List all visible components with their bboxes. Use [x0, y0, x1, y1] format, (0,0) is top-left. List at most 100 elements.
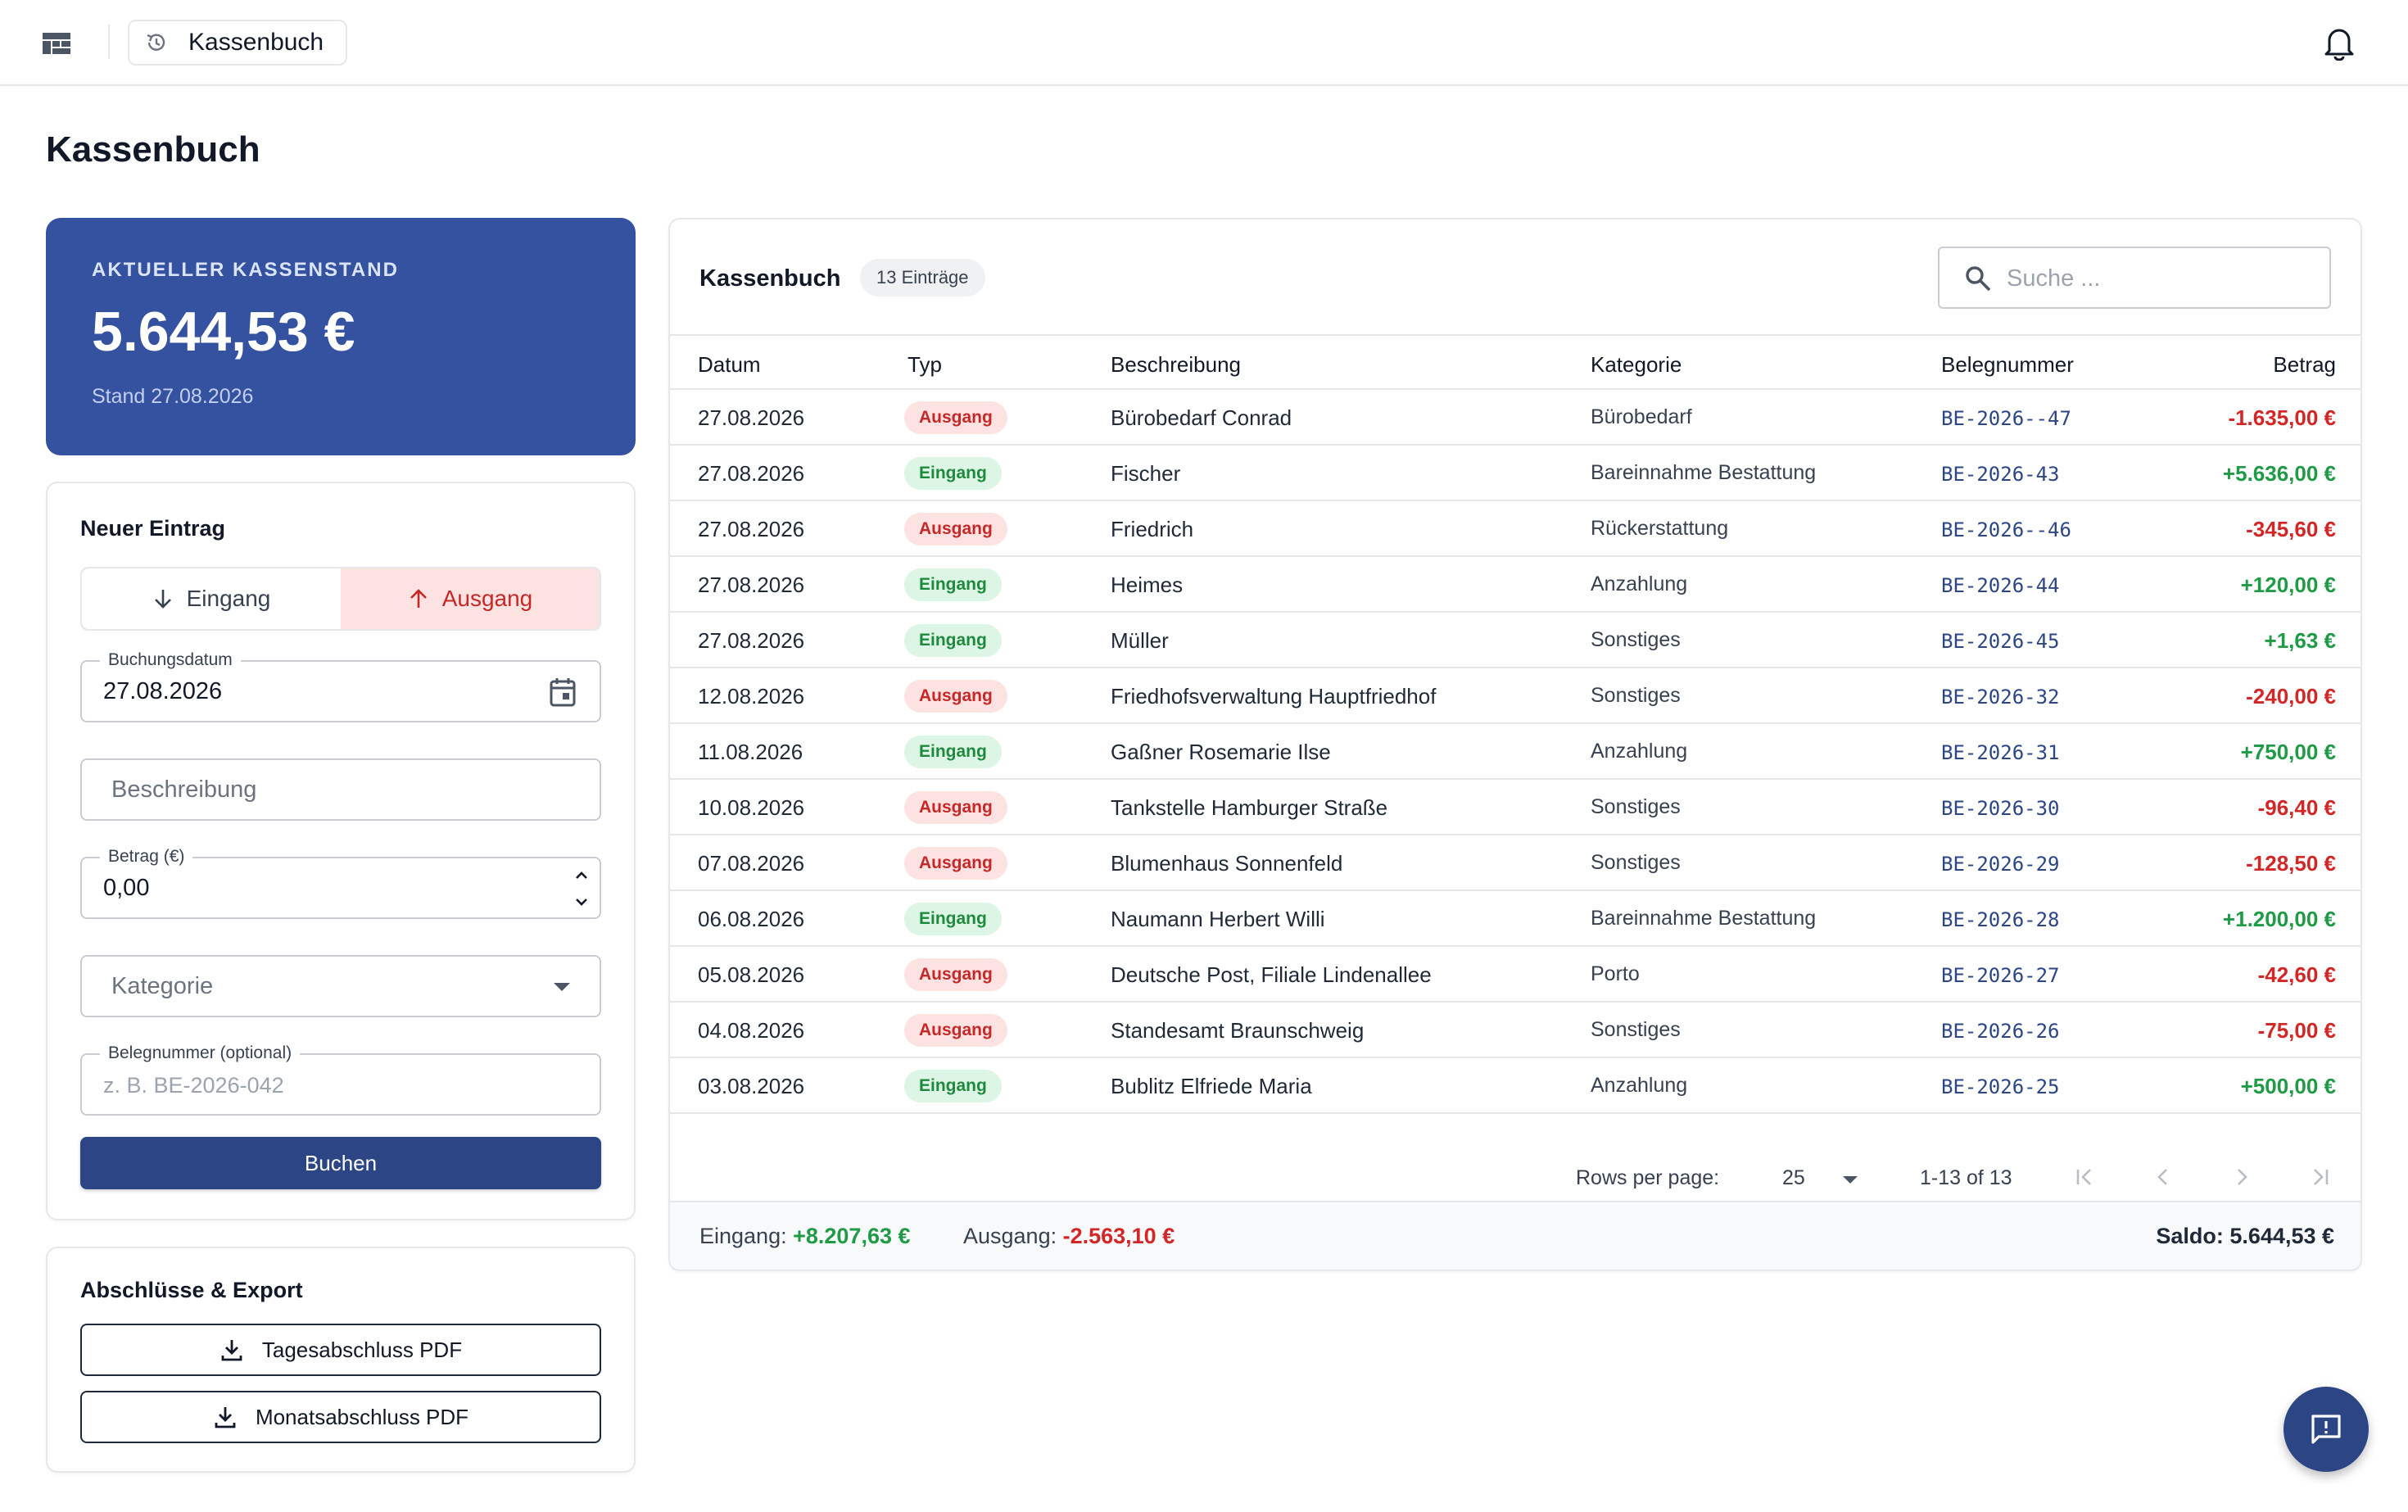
- column-header-beschreibung[interactable]: Beschreibung: [1111, 352, 1241, 377]
- notification-bell-icon[interactable]: [2323, 25, 2356, 61]
- cell-date: 11.08.2026: [698, 740, 803, 764]
- monthly-closing-pdf-button[interactable]: Monatsabschluss PDF: [80, 1391, 601, 1443]
- description-field[interactable]: Beschreibung: [80, 758, 601, 821]
- cell-description: Heimes: [1111, 573, 1184, 597]
- cell-type: Ausgang: [904, 958, 1007, 991]
- table-row[interactable]: 04.08.2026 Ausgang Standesamt Braunschweig…: [670, 1003, 2360, 1058]
- cell-category: Rückerstattung: [1591, 517, 1729, 540]
- type-badge: Ausgang: [904, 791, 1007, 824]
- summary-expense-label: Ausgang:: [963, 1224, 1057, 1248]
- type-badge: Eingang: [904, 457, 1002, 490]
- cell-beleg-link[interactable]: BE-2026-26: [1941, 1020, 2060, 1043]
- cell-beleg-link[interactable]: BE-2026-45: [1941, 630, 2060, 653]
- beleg-number-field[interactable]: Belegnummer (optional) z. B. BE-2026-042: [80, 1043, 601, 1116]
- last-page-icon[interactable]: [2308, 1165, 2333, 1189]
- pagination-range: 1-13 of 13: [1920, 1166, 2012, 1189]
- table-row[interactable]: 03.08.2026 Eingang Bublitz Elfriede Maria A…: [670, 1058, 2360, 1114]
- toggle-eingang[interactable]: Eingang: [82, 568, 341, 629]
- search-input[interactable]: [2007, 261, 2310, 296]
- table-row[interactable]: 06.08.2026 Eingang Naumann Herbert Willi Ba…: [670, 891, 2360, 947]
- search-box[interactable]: [1938, 247, 2331, 309]
- dashboard-grid-icon[interactable]: [43, 33, 70, 54]
- table-row[interactable]: 27.08.2026 Eingang Müller Sonstiges BE-2026-…: [670, 613, 2360, 668]
- cell-date: 10.08.2026: [698, 795, 805, 820]
- amount-label: Betrag (€): [100, 847, 193, 867]
- type-badge: Eingang: [904, 1070, 1002, 1102]
- cell-date: 07.08.2026: [698, 851, 805, 876]
- column-header-betrag[interactable]: Betrag: [2273, 352, 2336, 377]
- cell-beleg-link[interactable]: BE-2026-44: [1941, 574, 2060, 597]
- pagination: Rows per page: 25 1-13 of 13: [670, 1135, 2360, 1220]
- cell-amount: -42,60 €: [2257, 962, 2336, 987]
- download-icon: [221, 1340, 242, 1361]
- cell-beleg-link[interactable]: BE-2026--46: [1941, 518, 2071, 541]
- cell-type: Eingang: [904, 457, 1002, 490]
- feedback-fab-button[interactable]: [2284, 1387, 2369, 1472]
- cell-category: Bareinnahme Bestattung: [1591, 907, 1817, 930]
- table-row[interactable]: 07.08.2026 Ausgang Blumenhaus Sonnenfeld So…: [670, 835, 2360, 891]
- category-select[interactable]: Kategorie: [80, 955, 601, 1017]
- cell-amount: +1,63 €: [2264, 628, 2336, 653]
- cell-beleg-link[interactable]: BE-2026-30: [1941, 797, 2060, 820]
- amount-field[interactable]: Betrag (€) 0,00: [80, 847, 601, 919]
- summary-expense: Ausgang: -2.563,10 €: [963, 1224, 1175, 1249]
- number-stepper-icon[interactable]: [572, 863, 591, 914]
- breadcrumb[interactable]: Kassenbuch: [128, 20, 347, 66]
- next-page-icon[interactable]: [2229, 1165, 2254, 1189]
- export-title: Abschlüsse & Export: [80, 1278, 303, 1302]
- cell-date: 04.08.2026: [698, 1018, 805, 1043]
- type-badge: Ausgang: [904, 680, 1007, 713]
- table-row[interactable]: 11.08.2026 Eingang Gaßner Rosemarie Ilse An…: [670, 724, 2360, 780]
- cell-description: Gaßner Rosemarie Ilse: [1111, 740, 1331, 764]
- toggle-ausgang-label: Ausgang: [441, 586, 533, 611]
- cell-beleg-link[interactable]: BE-2026-32: [1941, 686, 2060, 708]
- daily-closing-pdf-button[interactable]: Tagesabschluss PDF: [80, 1324, 601, 1376]
- cell-beleg-link[interactable]: BE-2026-43: [1941, 463, 2060, 486]
- cell-beleg-link[interactable]: BE-2026-27: [1941, 964, 2060, 987]
- cell-beleg-link[interactable]: BE-2026--47: [1941, 407, 2071, 430]
- table-row[interactable]: 27.08.2026 Eingang Fischer Bareinnahme Best…: [670, 446, 2360, 501]
- cell-category: Bürobedarf: [1591, 405, 1692, 428]
- chevron-down-icon[interactable]: [1843, 1176, 1858, 1184]
- column-header-datum[interactable]: Datum: [698, 352, 761, 377]
- cashbook-table-card: Kassenbuch 13 Einträge Datum Typ Beschre…: [668, 218, 2362, 1271]
- summary-saldo: Saldo: 5.644,53 €: [2156, 1224, 2334, 1248]
- previous-page-icon[interactable]: [2151, 1165, 2175, 1189]
- type-badge: Ausgang: [904, 958, 1007, 991]
- cell-type: Eingang: [904, 1070, 1002, 1102]
- column-header-typ[interactable]: Typ: [908, 352, 942, 377]
- calendar-icon[interactable]: [549, 677, 577, 708]
- table-row[interactable]: 27.08.2026 Ausgang Bürobedarf Conrad Bürobe…: [670, 390, 2360, 446]
- type-badge: Eingang: [904, 568, 1002, 601]
- header-divider: [108, 25, 110, 59]
- cell-type: Ausgang: [904, 1014, 1007, 1047]
- cell-description: Friedrich: [1111, 517, 1194, 541]
- cell-date: 27.08.2026: [698, 461, 805, 486]
- booking-date-field[interactable]: Buchungsdatum 27.08.2026: [80, 650, 601, 722]
- cell-beleg-link[interactable]: BE-2026-31: [1941, 741, 2060, 764]
- cell-amount: -345,60 €: [2246, 517, 2336, 541]
- column-header-belegnummer[interactable]: Belegnummer: [1941, 352, 2074, 377]
- cell-date: 27.08.2026: [698, 405, 805, 430]
- table-row[interactable]: 10.08.2026 Ausgang Tankstelle Hamburger St…: [670, 780, 2360, 835]
- cell-amount: +5.636,00 €: [2222, 461, 2336, 486]
- first-page-icon[interactable]: [2072, 1165, 2097, 1189]
- table-row[interactable]: 27.08.2026 Eingang Heimes Anzahlung BE-2026-…: [670, 557, 2360, 613]
- type-toggle: Eingang Ausgang: [80, 567, 601, 631]
- cell-category: Sonstiges: [1591, 795, 1681, 818]
- cell-beleg-link[interactable]: BE-2026-25: [1941, 1075, 2060, 1098]
- cell-type: Eingang: [904, 624, 1002, 657]
- cell-beleg-link[interactable]: BE-2026-28: [1941, 908, 2060, 931]
- balance-amount: 5.644,53 €: [92, 301, 355, 363]
- rows-per-page-label: Rows per page:: [1576, 1166, 1720, 1189]
- book-button[interactable]: Buchen: [80, 1137, 601, 1189]
- download-icon: [215, 1407, 236, 1428]
- table-row[interactable]: 05.08.2026 Ausgang Deutsche Post, Filiale …: [670, 947, 2360, 1003]
- cell-category: Sonstiges: [1591, 684, 1681, 707]
- column-header-kategorie[interactable]: Kategorie: [1591, 352, 1682, 377]
- toggle-ausgang[interactable]: Ausgang: [341, 568, 600, 629]
- cell-beleg-link[interactable]: BE-2026-29: [1941, 853, 2060, 876]
- table-row[interactable]: 12.08.2026 Ausgang Friedhofsverwaltung Hau…: [670, 668, 2360, 724]
- table-row[interactable]: 27.08.2026 Ausgang Friedrich Rückerstattung…: [670, 501, 2360, 557]
- rows-per-page-select[interactable]: 25: [1782, 1166, 1805, 1189]
